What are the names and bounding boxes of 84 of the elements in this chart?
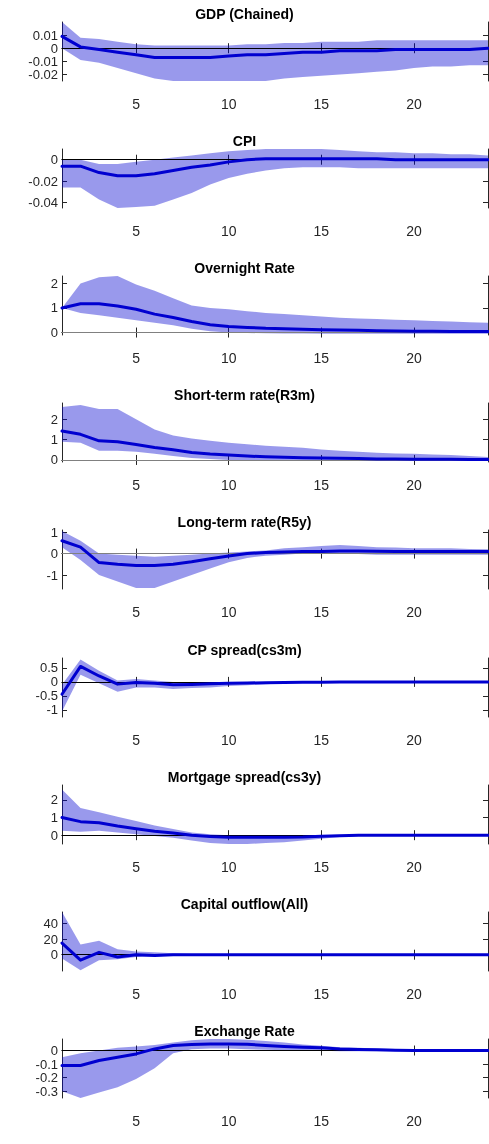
y-tick-label: 1 [50,525,58,541]
x-tick-label: 15 [313,985,330,1002]
x-tick-label: 15 [313,96,330,112]
x-tick-label: 5 [132,731,141,748]
x-tick-label: 5 [132,604,141,621]
x-tick-label: 5 [132,477,141,494]
y-tick-label: 0 [50,40,58,56]
x-tick-label: 15 [313,350,330,367]
line-series [60,941,489,962]
x-tick-label: 5 [132,1112,141,1129]
y-tick-label: -0.2 [35,1070,58,1086]
x-tick-label: 15 [313,1112,330,1129]
x-tick-label: 10 [220,477,237,494]
x-tick-label: 20 [406,96,422,112]
y-tick-label: 20 [43,931,58,947]
y-tick-label: 0 [50,946,58,962]
y-tick-label: 0 [50,673,58,689]
y-tick-label: 40 [43,915,58,931]
y-tick-label: -0.3 [35,1083,58,1099]
x-tick-label: 20 [406,350,422,367]
x-tick-label: 20 [406,985,422,1002]
y-tick-label: 0.01 [32,27,58,43]
line-series [60,1042,489,1067]
y-tick-label: 0 [50,452,58,468]
x-tick-label: 10 [220,223,237,240]
y-tick-label: 0 [50,152,58,168]
x-tick-label: 5 [132,985,141,1002]
x-tick-label: 20 [406,223,422,240]
x-tick-label: 10 [220,731,237,748]
x-tick-label: 10 [220,985,237,1002]
chart-title: Exchange Rate [194,1022,295,1039]
chart-title: Mortgage spread(cs3y) [167,768,322,785]
x-tick-label: 15 [313,604,330,621]
y-tick-label: 1 [50,300,58,316]
x-tick-label: 10 [220,350,237,367]
y-tick-label: -0.02 [28,66,58,82]
line-series [60,302,489,334]
x-tick-label: 20 [406,858,422,875]
line-series [60,539,489,568]
y-tick-label: -0.5 [35,687,58,703]
x-tick-label: 10 [220,858,237,875]
y-tick-label: 1 [50,432,58,448]
line-series [60,34,489,59]
x-tick-label: 5 [132,350,141,367]
x-tick-label: 10 [220,604,237,621]
y-tick-label: 2 [50,792,58,808]
x-tick-label: 20 [406,1112,422,1129]
chart-title: CPI [232,133,257,150]
x-tick-label: 5 [132,858,141,875]
x-tick-label: 15 [313,731,330,748]
line-series [60,664,489,696]
y-tick-label: -0.02 [28,173,58,189]
x-tick-label: 5 [132,96,141,112]
y-tick-label: 0 [50,546,58,562]
y-tick-label: 0 [50,1042,58,1058]
chart-title: Short-term rate(R3m) [174,387,315,404]
chart-title: Capital outflow(All) [180,895,309,912]
y-tick-label: 1 [50,809,58,825]
chart-title: Overnight Rate [194,260,295,277]
x-tick-label: 20 [406,477,422,494]
chart-title: Long-term rate(R5y) [177,514,312,531]
y-tick-label: 2 [50,412,58,428]
y-tick-label: 0 [50,325,58,341]
x-tick-label: 15 [313,477,330,494]
x-tick-label: 5 [132,223,141,240]
x-tick-label: 15 [313,858,330,875]
y-tick-label: -0.01 [28,53,58,69]
y-tick-label: 0.5 [39,659,58,675]
y-tick-label: -1 [46,567,58,583]
x-tick-label: 20 [406,731,422,748]
y-tick-label: 2 [50,276,58,292]
x-tick-label: 15 [313,223,330,240]
y-tick-label: -0.04 [28,195,58,211]
line-series [60,815,489,839]
x-tick-label: 20 [406,604,422,621]
y-tick-label: 0 [50,827,58,843]
x-tick-label: 10 [220,1112,237,1129]
y-tick-label: -0.1 [35,1056,58,1072]
chart-title: GDP (Chained) [195,6,294,22]
line-series [60,429,489,462]
chart-title: CP spread(cs3m) [187,641,302,658]
x-tick-label: 10 [220,96,237,112]
y-tick-label: -1 [46,702,58,718]
line-series [60,157,489,178]
